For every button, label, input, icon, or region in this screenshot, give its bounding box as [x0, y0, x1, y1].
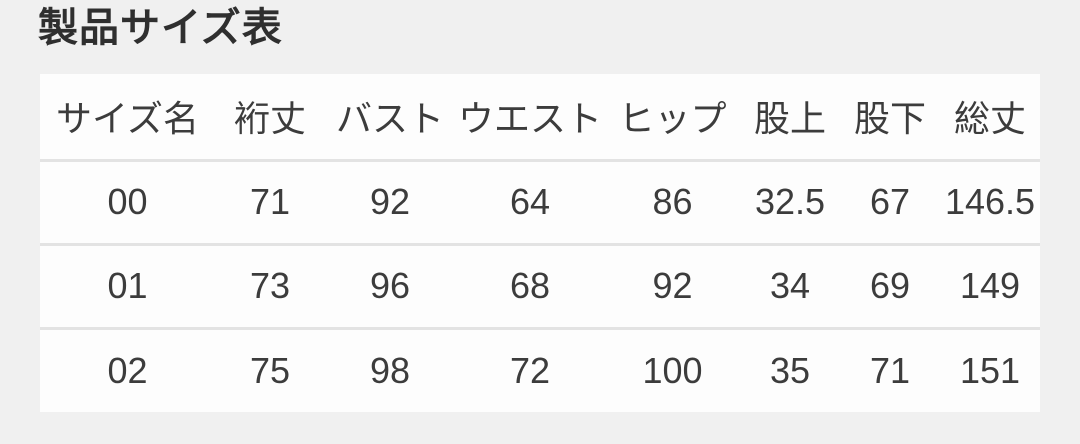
col-header-bust: バスト — [335, 98, 444, 140]
cell-waist: 68 — [509, 265, 551, 306]
cell-hip: 100 — [642, 349, 703, 391]
col-header-sleeve-length: 裄丈 — [233, 98, 306, 140]
cell-rise: 35 — [769, 349, 811, 391]
table-body: 00 71 92 64 86 32.5 67 146.5 01 73 96 68… — [40, 160, 1040, 412]
col-header-total-length: 総丈 — [953, 98, 1026, 140]
cell-rise: 32.5 — [754, 181, 826, 222]
col-header-waist: ウエスト — [457, 98, 602, 140]
cell-inseam: 71 — [869, 349, 911, 391]
cell-bust: 92 — [369, 181, 411, 222]
col-header-inseam: 股下 — [853, 98, 926, 140]
table-row-size-00: 00 71 92 64 86 32.5 67 146.5 — [40, 160, 1040, 244]
cell-hip: 86 — [652, 181, 693, 222]
cell-inseam: 69 — [869, 265, 911, 306]
table-header-row: サイズ名 裄丈 バスト ウエスト ヒップ 股上 股下 総丈 — [40, 74, 1040, 160]
cell-total-length: 149 — [959, 265, 1021, 306]
page-title: 製品サイズ表 — [38, 6, 283, 50]
cell-sleeve-length: 75 — [249, 349, 291, 391]
cell-waist: 64 — [509, 181, 551, 222]
table-row-size-01: 01 73 96 68 92 34 69 149 — [40, 244, 1040, 328]
cell-size-name: 01 — [107, 265, 148, 306]
cell-inseam: 67 — [869, 181, 911, 222]
cell-rise: 34 — [769, 265, 811, 306]
col-header-size-name: サイズ名 — [56, 98, 199, 140]
col-header-rise: 股上 — [753, 98, 826, 140]
col-header-hip: ヒップ — [618, 98, 727, 140]
table-header: サイズ名 裄丈 バスト ウエスト ヒップ 股上 股下 総丈 — [40, 74, 1040, 160]
product-size-table: サイズ名 裄丈 バスト ウエスト ヒップ 股上 股下 総丈 00 71 92 6… — [40, 74, 1040, 412]
cell-hip: 92 — [652, 265, 693, 306]
cell-bust: 98 — [369, 349, 411, 391]
cell-sleeve-length: 71 — [249, 181, 291, 222]
cell-total-length: 151 — [959, 349, 1021, 391]
cell-total-length: 146.5 — [944, 181, 1036, 222]
table-row-size-02: 02 75 98 72 100 35 71 151 — [40, 328, 1040, 412]
cell-sleeve-length: 73 — [249, 265, 291, 306]
cell-size-name: 02 — [107, 349, 148, 391]
cell-size-name: 00 — [107, 181, 148, 222]
page: 製品サイズ表 サイズ名 裄丈 バスト ウエスト ヒップ 股上 股下 総丈 00 … — [38, 6, 1040, 412]
cell-bust: 96 — [369, 265, 411, 306]
cell-waist: 72 — [509, 349, 551, 391]
